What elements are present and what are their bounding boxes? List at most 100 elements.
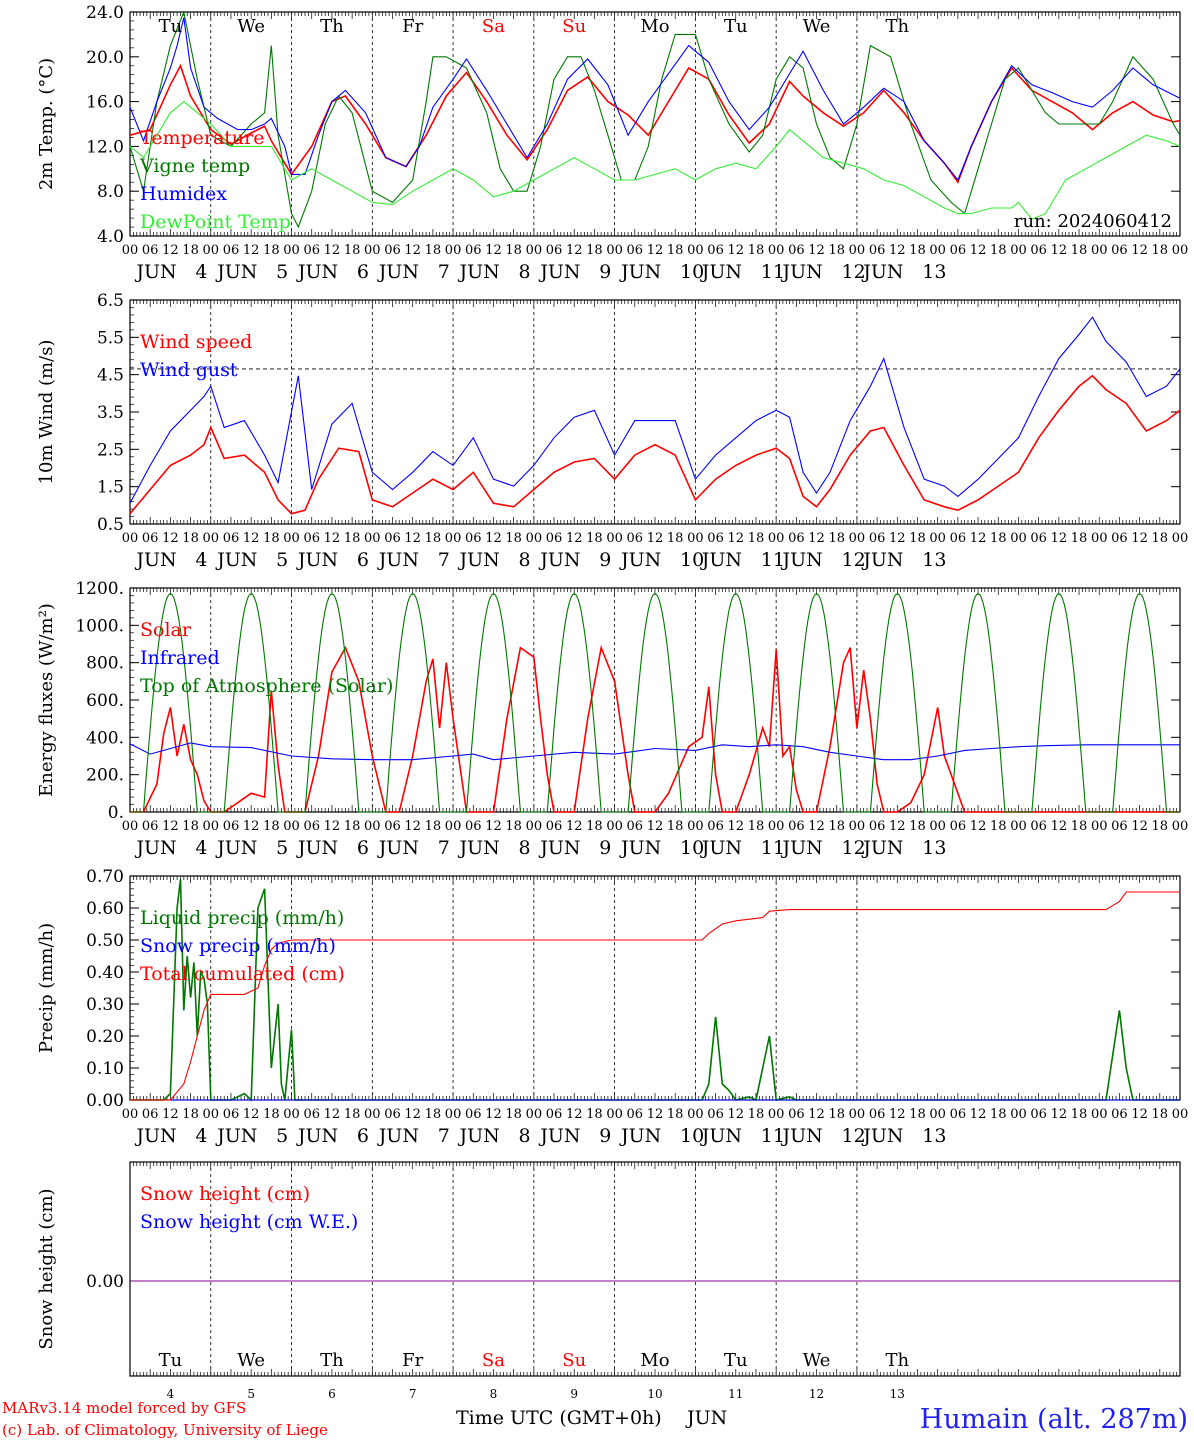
precip-hour-label: 06: [1030, 1107, 1047, 1122]
energy-hour-label: 00: [202, 819, 219, 834]
energy-date-month: JUN: [134, 837, 176, 859]
wind-hour-label: 18: [1152, 531, 1169, 546]
temperature-hour-label: 06: [546, 243, 563, 258]
precip-hour-label: 18: [990, 1107, 1007, 1122]
temperature-date-month: JUN: [457, 261, 499, 283]
energy-date-month: JUN: [781, 837, 823, 859]
energy-hour-label: 00: [364, 819, 381, 834]
temperature-hour-label: 06: [707, 243, 724, 258]
precip-hour-label: 00: [526, 1107, 543, 1122]
temperature-hour-label: 00: [526, 243, 543, 258]
temperature-hour-label: 12: [970, 243, 987, 258]
temperature-date-month: JUN: [296, 261, 338, 283]
wind-date-day: 7: [438, 549, 450, 571]
energy-hour-label: 00: [445, 819, 462, 834]
energy-date-day: 6: [357, 837, 369, 859]
energy-hour-label: 18: [425, 819, 442, 834]
energy-hour-label: 18: [909, 819, 926, 834]
energy-series-solar: [130, 644, 1180, 813]
day-name: Su: [562, 1350, 586, 1371]
day-name: Tu: [159, 1350, 183, 1371]
wind-date-day: 11: [761, 549, 785, 571]
energy-date-month: JUN: [619, 837, 661, 859]
energy-date-day: 10: [680, 837, 704, 859]
precip-date-month: JUN: [296, 1125, 338, 1147]
wind-legend-item: Wind speed: [140, 331, 252, 353]
precip-hour-label: 06: [465, 1107, 482, 1122]
precip-hour-label: 18: [263, 1107, 280, 1122]
temperature-y-tick-label: 20.0: [86, 48, 124, 68]
wind-hour-label: 18: [748, 531, 765, 546]
wind-hour-label: 00: [283, 531, 300, 546]
energy-hour-label: 06: [1030, 819, 1047, 834]
energy-date-day: 13: [922, 837, 946, 859]
temperature-hour-label: 06: [465, 243, 482, 258]
snow-ylabel: Snow height (cm): [36, 1188, 57, 1349]
precip-hour-label: 12: [162, 1107, 179, 1122]
precip-date-day: 9: [599, 1125, 611, 1147]
temperature-hour-label: 12: [889, 243, 906, 258]
energy-hour-label: 18: [1071, 819, 1088, 834]
wind-date-month: JUN: [781, 549, 823, 571]
wind-hour-label: 18: [828, 531, 845, 546]
energy-hour-label: 00: [606, 819, 623, 834]
temperature-series-temperature: [129, 63, 1181, 184]
temperature-date-month: JUN: [700, 261, 742, 283]
precip-hour-label: 00: [849, 1107, 866, 1122]
precip-hour-label: 00: [202, 1107, 219, 1122]
wind-hour-label: 18: [990, 531, 1007, 546]
precip-hour-label: 18: [344, 1107, 361, 1122]
wind-date-month: JUN: [619, 549, 661, 571]
precip-date-day: 10: [680, 1125, 704, 1147]
precip-hour-label: 06: [950, 1107, 967, 1122]
precip-hour-label: 00: [606, 1107, 623, 1122]
wind-hour-label: 12: [970, 531, 987, 546]
temperature-hour-label: 06: [627, 243, 644, 258]
energy-hour-label: 06: [546, 819, 563, 834]
snow-date-label: 10: [647, 1387, 662, 1401]
wind-hour-label: 06: [707, 531, 724, 546]
energy-y-tick-label: 1000.: [75, 616, 124, 636]
precip-hour-label: 06: [788, 1107, 805, 1122]
temperature-hour-label: 12: [647, 243, 664, 258]
wind-date-month: JUN: [861, 549, 903, 571]
temperature-hour-label: 00: [768, 243, 785, 258]
energy-date-day: 9: [599, 837, 611, 859]
wind-date-day: 4: [195, 549, 207, 571]
wind-hour-label: 12: [808, 531, 825, 546]
energy-hour-label: 18: [586, 819, 603, 834]
temperature-hour-label: 18: [1152, 243, 1169, 258]
wind-hour-label: 18: [586, 531, 603, 546]
energy-date-day: 11: [761, 837, 785, 859]
temperature-date-day: 8: [518, 261, 530, 283]
snow-date-label: 11: [728, 1387, 743, 1401]
day-name: We: [803, 1350, 831, 1371]
precip-hour-label: 00: [929, 1107, 946, 1122]
precip-hour-label: 12: [808, 1107, 825, 1122]
temperature-hour-label: 12: [727, 243, 744, 258]
energy-date-month: JUN: [377, 837, 419, 859]
wind-y-tick-label: 1.5: [97, 478, 124, 498]
temperature-series-dewpoint-temp: [129, 100, 1181, 220]
precip-y-tick-label: 0.50: [86, 931, 124, 951]
energy-date-day: 8: [518, 837, 530, 859]
wind-hour-label: 06: [788, 531, 805, 546]
energy-date-month: JUN: [215, 837, 257, 859]
energy-legend-item: Infrared: [140, 647, 220, 669]
temperature-date-day: 12: [842, 261, 866, 283]
precip-date-month: JUN: [215, 1125, 257, 1147]
temperature-date-day: 10: [680, 261, 704, 283]
snow-date-label: 8: [490, 1387, 498, 1401]
precip-legend-item: Liquid precip (mm/h): [140, 907, 344, 929]
energy-hour-label: 06: [950, 819, 967, 834]
wind-hour-label: 06: [223, 531, 240, 546]
temperature-hour-label: 18: [586, 243, 603, 258]
wind-hour-label: 12: [1131, 531, 1148, 546]
temperature-date-month: JUN: [781, 261, 823, 283]
energy-ylabel: Energy fluxes (W/m²): [36, 603, 57, 797]
energy-hour-label: 18: [748, 819, 765, 834]
energy-hour-label: 12: [647, 819, 664, 834]
precip-hour-label: 06: [142, 1107, 159, 1122]
energy-date-day: 7: [438, 837, 450, 859]
wind-date-day: 10: [680, 549, 704, 571]
